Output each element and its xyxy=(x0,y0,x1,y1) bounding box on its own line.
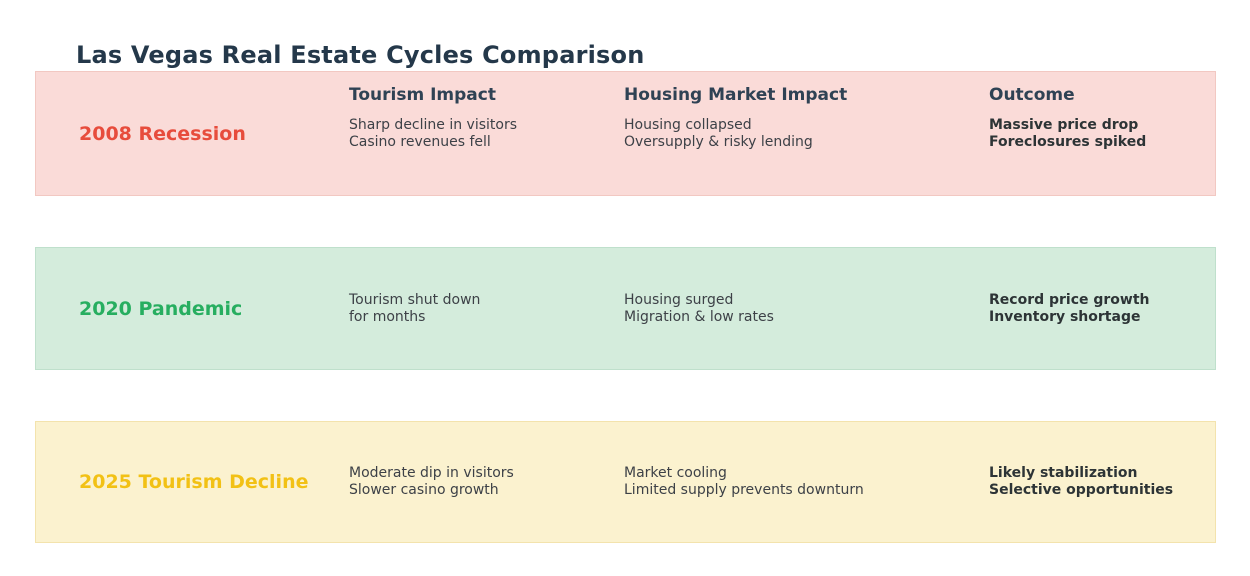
column-header-housing-market-impact: Housing Market Impact xyxy=(624,85,848,105)
cycle-row-label: 2008 Recession xyxy=(79,122,246,145)
housing-impact-cell: Housing collapsed Oversupply & risky len… xyxy=(624,117,813,150)
housing-impact-cell: Market cooling Limited supply prevents d… xyxy=(624,465,864,498)
cycle-row-2020-pandemic: 2020 Pandemic Tourism shut down for mont… xyxy=(35,247,1216,370)
cycle-row-label: 2025 Tourism Decline xyxy=(79,471,309,493)
cycle-row-2025-tourism-decline: 2025 Tourism Decline Moderate dip in vis… xyxy=(35,421,1216,543)
outcome-cell: Likely stabilization Selective opportuni… xyxy=(989,465,1174,498)
page-title: Las Vegas Real Estate Cycles Comparison xyxy=(76,41,645,70)
cycle-row-label: 2020 Pandemic xyxy=(79,297,243,320)
outcome-cell: Massive price drop Foreclosures spiked xyxy=(989,117,1147,150)
tourism-impact-cell: Sharp decline in visitors Casino revenue… xyxy=(349,117,518,150)
outcome-cell: Record price growth Inventory shortage xyxy=(989,291,1150,325)
column-header-outcome: Outcome xyxy=(989,85,1075,105)
tourism-impact-cell: Moderate dip in visitors Slower casino g… xyxy=(349,465,514,498)
column-header-tourism-impact: Tourism Impact xyxy=(349,85,496,105)
housing-impact-cell: Housing surged Migration & low rates xyxy=(624,291,774,325)
tourism-impact-cell: Tourism shut down for months xyxy=(349,291,481,325)
cycle-row-2008-recession: 2008 Recession Tourism Impact Housing Ma… xyxy=(35,71,1216,196)
